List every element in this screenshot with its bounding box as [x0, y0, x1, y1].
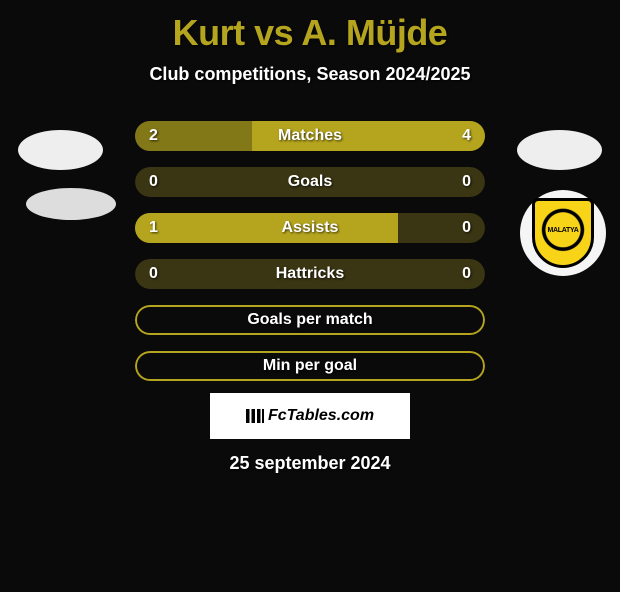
stat-label: Matches — [278, 127, 342, 145]
stat-row: 0 0 Goals — [135, 167, 485, 197]
stat-label: Goals per match — [247, 311, 372, 329]
stat-row: Min per goal — [135, 351, 485, 381]
stat-label: Assists — [282, 219, 339, 237]
stat-label: Min per goal — [263, 357, 357, 375]
stat-row: 2 4 Matches — [135, 121, 485, 151]
stat-value-left: 0 — [149, 265, 158, 283]
fctables-logo-box: FcTables.com — [210, 393, 410, 439]
stats-container: 2 4 Matches 0 0 Goals 1 0 Assists 0 0 Hattricks Goal… — [0, 121, 620, 381]
bar-fill-left — [135, 213, 398, 243]
stat-value-left: 2 — [149, 127, 158, 145]
stat-value-right: 0 — [462, 173, 471, 191]
fctables-bars-icon — [246, 409, 264, 423]
subtitle: Club competitions, Season 2024/2025 — [0, 64, 620, 85]
stat-value-left: 0 — [149, 173, 158, 191]
date-label: 25 september 2024 — [0, 453, 620, 474]
stat-value-right: 0 — [462, 265, 471, 283]
fctables-label: FcTables.com — [268, 407, 374, 425]
stat-label: Hattricks — [276, 265, 344, 283]
stat-row: 0 0 Hattricks — [135, 259, 485, 289]
stat-value-right: 4 — [462, 127, 471, 145]
title-text: Kurt vs A. Müjde — [173, 12, 448, 53]
stat-row: 1 0 Assists — [135, 213, 485, 243]
stat-value-right: 0 — [462, 219, 471, 237]
page-title: Kurt vs A. Müjde — [0, 12, 620, 54]
stat-row: Goals per match — [135, 305, 485, 335]
stat-label: Goals — [288, 173, 332, 191]
stat-value-left: 1 — [149, 219, 158, 237]
